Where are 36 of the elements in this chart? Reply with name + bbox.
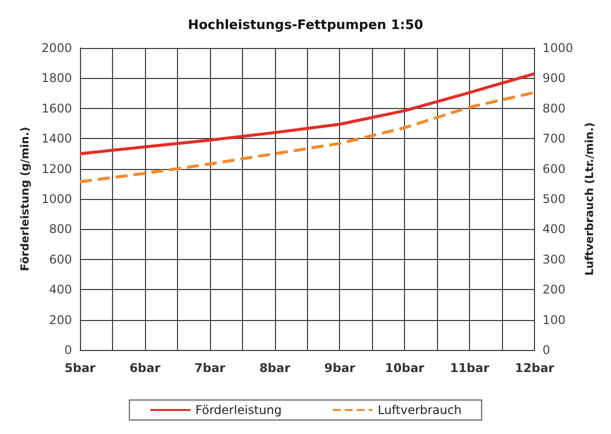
y-tick-label: 1400 [41,132,72,146]
legend-label: Luftverbrauch [378,403,462,417]
y2-tick-label: 600 [542,162,566,176]
y-tick-label: 0 [64,343,72,357]
y2-tick-label: 1000 [542,41,574,55]
y-tick-label: 600 [49,252,72,266]
y-tick-label: 200 [49,312,72,327]
y2-tick-label: 200 [542,282,566,297]
y-axis-title: Förderleistung (g/min.) [18,126,32,272]
y2-tick-label: 900 [542,71,566,86]
x-tick-label: 11bar [450,361,490,375]
y2-tick-label: 0 [542,343,550,357]
x-tick-label: 10bar [385,361,424,375]
y2-tick-label: 500 [542,192,566,206]
x-tick-label: 12bar [514,361,554,375]
y-tick-label: 1600 [41,101,72,116]
x-tick-label: 6bar [129,361,160,375]
x-tick-label: 9bar [324,361,356,375]
y-tick-label: 800 [49,222,72,236]
y2-tick-label: 400 [542,222,566,236]
y2-axis-title: Luftverbrauch (Ltr./min.) [583,122,596,276]
y-tick-label: 1200 [41,162,72,176]
y2-tick-label: 800 [542,101,566,116]
x-tick-label: 5bar [64,361,96,375]
y2-tick-label: 100 [542,312,566,327]
legend-label: Förderleistung [195,403,282,417]
y-tick-label: 1000 [41,192,72,206]
x-tick-label: 7bar [194,361,226,375]
y-tick-label: 2000 [41,41,72,55]
chart-title: Hochleistungs-Fettpumpen 1:50 [188,18,424,33]
line-series [78,72,536,156]
y2-tick-label: 700 [542,132,566,146]
y-tick-label: 400 [49,282,72,297]
x-tick-label: 8bar [259,361,290,375]
y2-tick-label: 300 [542,252,566,266]
y-tick-label: 1800 [41,71,72,86]
